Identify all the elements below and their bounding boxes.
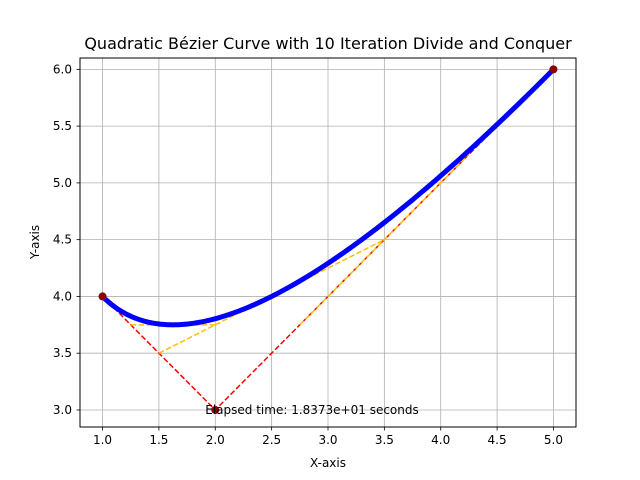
y-tick-label: 3.0: [53, 403, 72, 417]
y-tick-label: 4.5: [53, 233, 72, 247]
x-tick-label: 1.0: [93, 433, 112, 447]
y-tick-label: 4.0: [53, 289, 72, 303]
elapsed-time-annotation: Elapsed time: 1.8373e+01 seconds: [205, 403, 418, 417]
y-tick-label: 3.5: [53, 346, 72, 360]
x-axis-label: X-axis: [310, 456, 346, 470]
control-point-marker: [211, 405, 220, 414]
x-tick-label: 3.0: [318, 433, 337, 447]
y-tick-label: 5.5: [53, 119, 72, 133]
y-tick-label: 6.0: [53, 62, 72, 76]
x-tick-label: 4.0: [431, 433, 450, 447]
x-tick-label: 2.5: [262, 433, 281, 447]
ticks: 1.0 1.5 2.0 2.5 3.0 3.5 4.0 4.5 5.0 3.0 3.5 4.0 4.5 5…: [53, 62, 563, 447]
control-point-marker: [98, 292, 107, 301]
x-tick-label: 5.0: [544, 433, 563, 447]
y-axis-label: Y-axis: [28, 225, 42, 260]
midpoint-line: [299, 153, 470, 326]
grid: [80, 58, 576, 427]
midpoint-line: [158, 238, 385, 354]
x-tick-label: 1.5: [149, 433, 168, 447]
x-tick-label: 4.5: [488, 433, 507, 447]
chart-title: Quadratic Bézier Curve with 10 Iteration…: [84, 34, 572, 53]
control-point-marker: [549, 65, 558, 74]
x-tick-label: 2.0: [206, 433, 225, 447]
y-tick-label: 5.0: [53, 176, 72, 190]
x-tick-label: 3.5: [375, 433, 394, 447]
series-layer: [98, 65, 558, 414]
bezier-curve: [100, 66, 556, 328]
